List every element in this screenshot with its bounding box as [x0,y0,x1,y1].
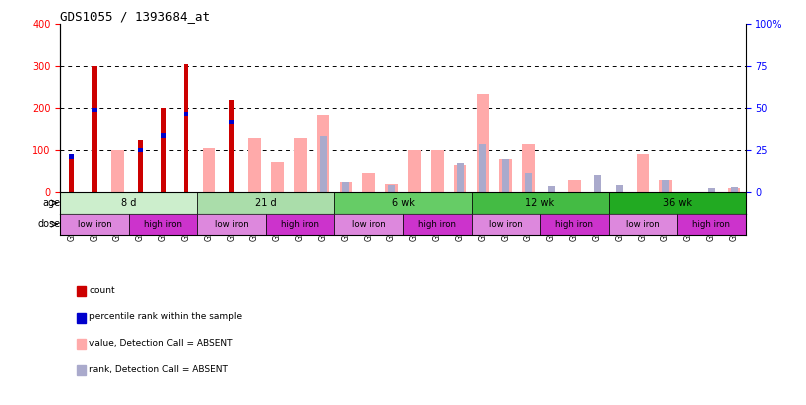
Text: high iron: high iron [281,220,319,229]
Bar [334,213,403,235]
Text: low iron: low iron [352,220,385,229]
Text: rank, Detection Call = ABSENT: rank, Detection Call = ABSENT [89,365,228,374]
Bar [60,192,197,213]
Bar [480,144,486,192]
Bar [500,159,512,192]
Bar [230,120,234,124]
Bar [69,154,74,192]
Text: high iron: high iron [144,220,182,229]
Bar [317,115,330,192]
Text: 12 wk: 12 wk [526,198,555,208]
Bar [230,100,234,192]
Bar [472,192,609,213]
Bar [454,165,467,192]
Text: high iron: high iron [418,220,456,229]
Text: 6 wk: 6 wk [392,198,414,208]
Bar [184,64,189,192]
Bar [540,213,609,235]
Bar [677,213,746,235]
Bar [138,140,143,192]
Bar [129,213,197,235]
Text: low iron: low iron [215,220,248,229]
Bar [197,213,266,235]
Bar [568,179,580,192]
Bar [431,150,443,192]
Text: high iron: high iron [692,220,730,229]
Bar [659,179,672,192]
Bar [202,148,215,192]
Bar [388,185,395,192]
Bar [708,188,715,192]
Bar [609,213,677,235]
Bar [271,162,284,192]
Bar [617,185,623,192]
Bar [138,148,143,152]
Text: low iron: low iron [489,220,522,229]
Bar [609,192,746,213]
Bar [476,94,489,192]
Bar [472,213,540,235]
Bar [408,150,421,192]
Bar [320,136,326,192]
Bar [93,108,97,113]
Bar [248,138,261,192]
Bar [502,160,509,192]
Bar [594,175,600,192]
Text: low iron: low iron [78,220,111,229]
Bar [184,112,189,116]
Bar [526,173,532,192]
Bar [731,187,737,192]
Text: value, Detection Call = ABSENT: value, Detection Call = ABSENT [89,339,233,347]
Bar [728,188,741,192]
Bar [266,213,334,235]
Text: percentile rank within the sample: percentile rank within the sample [89,312,243,321]
Bar [457,163,463,192]
Bar [294,138,306,192]
Text: 21 d: 21 d [256,198,276,208]
Text: GDS1055 / 1393684_at: GDS1055 / 1393684_at [60,10,210,23]
Bar [403,213,472,235]
Bar [197,192,334,213]
Bar [334,192,472,213]
Bar [161,108,165,192]
Bar [522,144,535,192]
Bar [93,66,97,192]
Bar [111,150,124,192]
Bar [548,186,555,192]
Text: 36 wk: 36 wk [663,198,692,208]
Text: high iron: high iron [555,220,593,229]
Bar [339,182,352,192]
Text: age: age [43,198,60,208]
Bar [343,182,349,192]
Text: low iron: low iron [626,220,659,229]
Bar [161,133,165,138]
Text: dose: dose [37,219,60,229]
Bar [663,180,669,192]
Text: count: count [89,286,115,295]
Bar [385,184,398,192]
Text: 8 d: 8 d [121,198,137,208]
Bar [363,173,375,192]
Bar [60,213,129,235]
Bar [69,154,74,159]
Bar [637,154,649,192]
